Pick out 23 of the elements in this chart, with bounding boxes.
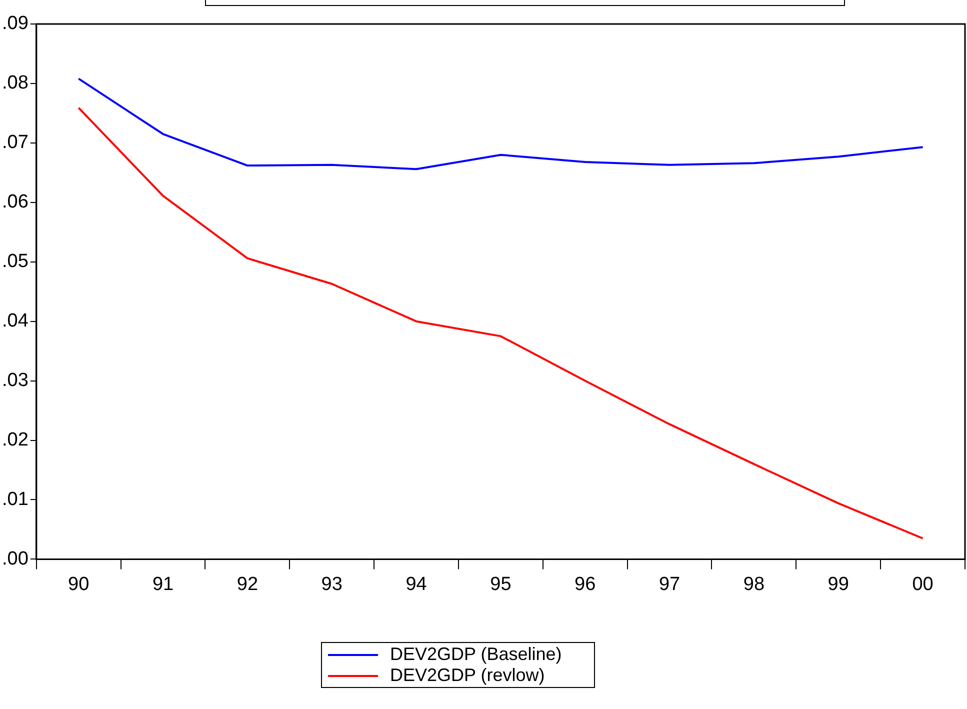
x-tick-label: 92 bbox=[236, 574, 258, 595]
y-tick-label: .08 bbox=[2, 72, 28, 94]
x-tick-label: 95 bbox=[490, 574, 512, 595]
x-tick-label: 96 bbox=[574, 574, 596, 595]
x-tick-label: 93 bbox=[321, 574, 342, 595]
legend-label: DEV2GDP (revlow) bbox=[390, 665, 545, 686]
x-tick-label: 97 bbox=[658, 574, 680, 595]
x-tick-label: 00 bbox=[912, 574, 934, 595]
y-tick-label: .05 bbox=[2, 251, 28, 272]
x-tick-label: 91 bbox=[152, 574, 174, 595]
x-tick-label: 99 bbox=[828, 574, 849, 595]
y-tick-label: .06 bbox=[2, 192, 28, 213]
legend-label: DEV2GDP (Baseline) bbox=[390, 644, 562, 665]
y-tick-label: .09 bbox=[2, 13, 28, 34]
x-tick-label: 90 bbox=[68, 574, 90, 595]
x-tick-label: 98 bbox=[743, 574, 765, 595]
x-tick-label: 94 bbox=[406, 574, 428, 595]
y-tick-label: .00 bbox=[2, 548, 28, 570]
y-tick-label: .01 bbox=[2, 488, 28, 510]
y-tick-label: .02 bbox=[2, 430, 28, 450]
y-tick-label: .04 bbox=[2, 310, 29, 332]
y-tick-label: .03 bbox=[2, 370, 28, 392]
y-tick-label: .07 bbox=[2, 132, 28, 154]
